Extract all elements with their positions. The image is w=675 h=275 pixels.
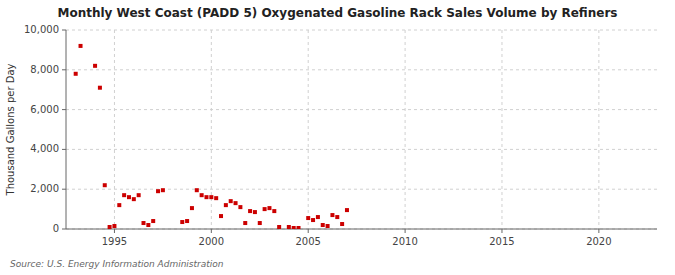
point [248, 209, 252, 213]
x-tick [308, 229, 309, 233]
point [335, 215, 339, 219]
x-tick [211, 229, 212, 233]
x-grid-line [598, 30, 599, 229]
x-grid-line [405, 30, 406, 229]
point [263, 207, 267, 211]
point [234, 201, 238, 205]
y-tick [62, 109, 66, 110]
y-tick [62, 149, 66, 150]
point [93, 64, 97, 68]
point [340, 222, 344, 226]
x-tick-label: 2005 [295, 236, 320, 247]
point [79, 44, 83, 48]
x-tick-label: 1995 [102, 236, 127, 247]
point [146, 223, 150, 227]
point [108, 225, 112, 229]
point [326, 224, 330, 228]
x-tick [501, 229, 502, 233]
y-grid-line [66, 109, 657, 110]
y-tick-label: 0 [53, 223, 59, 234]
point [185, 219, 189, 223]
point [195, 188, 199, 192]
point [297, 226, 301, 229]
point [200, 193, 204, 197]
point [98, 86, 102, 90]
point [277, 225, 281, 229]
point [161, 188, 165, 192]
y-grid-line [66, 149, 657, 150]
title: Monthly West Coast (PADD 5) Oxygenated G… [58, 6, 618, 20]
x-axis-line [66, 229, 657, 230]
y-grid-line [66, 189, 657, 190]
point [253, 210, 257, 214]
x-tick-label: 2020 [586, 236, 611, 247]
x-grid-line [308, 30, 309, 229]
point [311, 218, 315, 222]
x-grid-line [501, 30, 502, 229]
point [74, 72, 78, 76]
point [287, 225, 291, 229]
point [204, 195, 208, 199]
y-tick [62, 189, 66, 190]
x-tick [114, 229, 115, 233]
axes: 0 2,000 4,000 6,000 8,000 10,000 1995 2000 2005 2… [24, 24, 657, 247]
point [117, 203, 121, 207]
point [190, 206, 194, 210]
y-tick-label: 10,000 [24, 24, 59, 35]
point [258, 221, 262, 225]
y-tick-label: 6,000 [30, 104, 59, 115]
y-tick [62, 229, 66, 230]
point [267, 206, 271, 210]
point [316, 215, 320, 219]
point [238, 205, 242, 209]
points [74, 44, 349, 229]
y-axis-line [66, 30, 67, 229]
grid [66, 30, 657, 229]
point [306, 216, 310, 220]
point [219, 214, 223, 218]
y-tick-label: 8,000 [30, 64, 59, 75]
y-tick-label: 4,000 [30, 143, 59, 154]
point [156, 189, 160, 193]
point [229, 199, 233, 203]
x-tick-label: 2010 [392, 236, 417, 247]
point [142, 221, 146, 225]
point [127, 195, 131, 199]
point [132, 197, 136, 201]
y-axis-label: Thousand Gallons per Day [5, 63, 16, 196]
point [345, 208, 349, 212]
point [243, 221, 247, 225]
point [292, 226, 296, 229]
y-grid-line [66, 229, 657, 230]
point [272, 209, 276, 213]
chart: 0 2,000 4,000 6,000 8,000 10,000 1995 2000 2005 2… [0, 0, 675, 275]
x-tick-label: 2015 [489, 236, 514, 247]
point [103, 183, 107, 187]
point [214, 196, 218, 200]
point [330, 213, 334, 217]
point [112, 224, 116, 228]
x-tick-label: 2000 [199, 236, 224, 247]
source-note: Source: U.S. Energy Information Administ… [10, 259, 224, 269]
y-grid-line [66, 69, 657, 70]
point [224, 203, 228, 207]
x-tick [405, 229, 406, 233]
x-tick [598, 229, 599, 233]
y-tick-label: 2,000 [30, 183, 59, 194]
y-tick [62, 30, 66, 31]
point [180, 220, 184, 224]
point [209, 195, 213, 199]
point [321, 223, 325, 227]
y-grid-line [66, 30, 657, 31]
y-tick [62, 69, 66, 70]
point [137, 193, 141, 197]
point [151, 219, 155, 223]
x-grid-line [114, 30, 115, 229]
point [122, 193, 126, 197]
